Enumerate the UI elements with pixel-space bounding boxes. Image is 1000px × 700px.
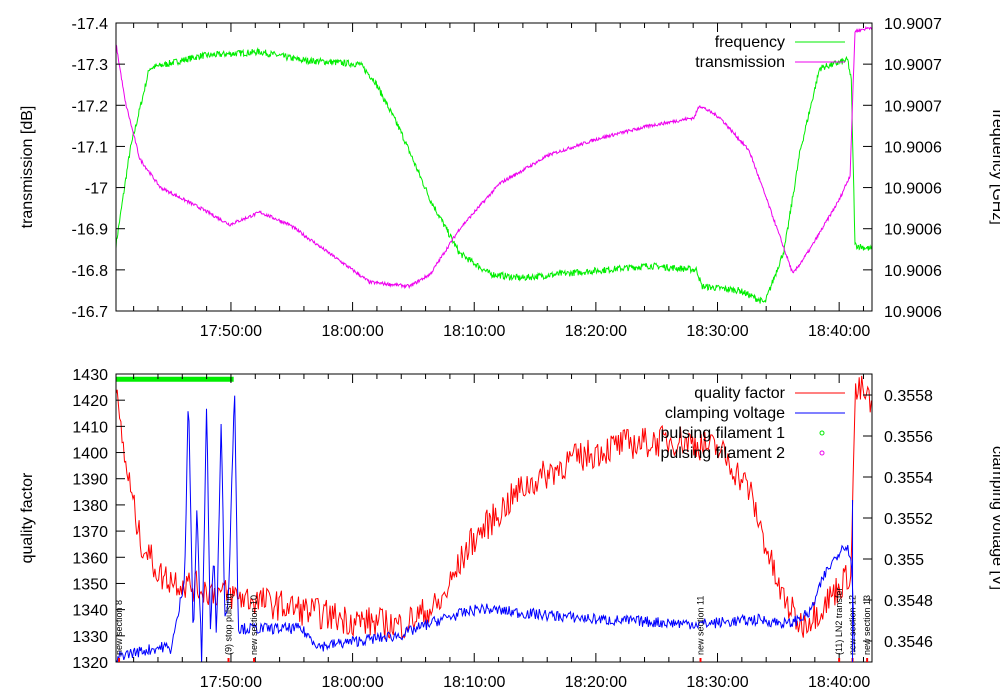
y2-tick-label: 0.3546 (884, 634, 933, 651)
y-tick-label: -17.4 (72, 16, 109, 33)
y-tick-label: -16.7 (72, 304, 109, 321)
event-label: new section 13 (862, 595, 872, 655)
legend-label: transmission (695, 54, 785, 71)
top-panel: 17:50:00 18:00:00 18:10:00 18:20:00 18:30:00… (19, 16, 1000, 340)
y-tick-label: 1410 (72, 419, 108, 436)
legend-label: frequency (715, 34, 785, 51)
y-tick-label: -16.8 (72, 263, 109, 280)
x-tick-label: 18:00:00 (321, 323, 383, 340)
x-tick-label: 18:30:00 (686, 674, 748, 691)
y2-tick-label: 10.9006 (884, 139, 942, 156)
y-tick-label: 1420 (72, 393, 108, 410)
event-label: new section 11 (695, 596, 705, 655)
y-tick-label: 1320 (72, 655, 108, 672)
y-tick-label: -17 (85, 181, 108, 198)
y-tick-label: 1330 (72, 629, 108, 646)
y2-tick-label: 10.9006 (884, 222, 942, 239)
y2-axis-label: frequency [GHz] (989, 109, 1000, 225)
x-tick-label: 18:40:00 (808, 674, 870, 691)
event-label: new section 8 (114, 600, 124, 655)
y2-tick-label: 10.9007 (884, 16, 942, 33)
x-tick-label: 18:10:00 (443, 674, 505, 691)
x-tick-label: 18:00:00 (321, 674, 383, 691)
event-label: (11) LN2 transfer (834, 588, 844, 655)
event-label: (9) stop pulsing (224, 593, 234, 655)
y2-tick-label: 0.3556 (884, 429, 933, 446)
y-axis-label: transmission [dB] (19, 106, 36, 229)
y-tick-label: 1400 (72, 446, 108, 463)
y2-axis-label: clamping voltage [V] (989, 446, 1000, 590)
y-tick-label: 1340 (72, 603, 108, 620)
y-tick-label: 1360 (72, 550, 108, 567)
x-tick-label: 18:20:00 (565, 323, 627, 340)
y-tick-label: -17.2 (72, 98, 109, 115)
y2-tick-label: 0.3548 (884, 593, 933, 610)
event-label: new section 10 (249, 595, 259, 655)
y-tick-label: 1370 (72, 524, 108, 541)
x-tick-label: 18:20:00 (565, 674, 627, 691)
y2-tick-label: 0.3552 (884, 511, 933, 528)
y-tick-label: 1350 (72, 576, 108, 593)
series-transmission (116, 25, 872, 290)
y2-tick-label: 10.9006 (884, 181, 942, 198)
x-tick-label: 17:50:00 (200, 674, 262, 691)
y2-tick-label: 10.9007 (884, 98, 942, 115)
y2-tick-label: 10.9006 (884, 263, 942, 280)
y2-tick-label: 0.3554 (884, 470, 933, 487)
series-frequency (116, 47, 872, 304)
y-tick-label: 1430 (72, 367, 108, 384)
legend-label: quality factor (694, 385, 785, 402)
x-tick-label: 18:30:00 (686, 323, 748, 340)
y-tick-label: -17.1 (72, 139, 109, 156)
plot-frame (115, 22, 873, 312)
legend-marker (819, 430, 825, 436)
y2-tick-label: 0.355 (884, 552, 924, 569)
legend-label: pulsing filament 1 (660, 425, 785, 442)
series-clamping-voltage (116, 395, 856, 662)
legend-label: clamping voltage (665, 405, 785, 422)
y2-tick-label: 10.9006 (884, 304, 942, 321)
series-quality-factor (116, 375, 872, 640)
x-tick-label: 18:40:00 (808, 323, 870, 340)
y-tick-label: -16.9 (72, 222, 109, 239)
bottom-panel: 17:50:00 18:00:00 18:10:00 18:20:00 18:30:00… (19, 367, 1000, 691)
y-tick-label: -17.3 (72, 57, 109, 74)
y-axis-label: quality factor (19, 472, 36, 563)
y2-tick-label: 0.3558 (884, 388, 933, 405)
y-tick-label: 1390 (72, 472, 108, 489)
y-tick-label: 1380 (72, 498, 108, 515)
legend-label: pulsing filament 2 (660, 445, 785, 462)
legend-marker (819, 450, 825, 456)
x-tick-label: 17:50:00 (200, 323, 262, 340)
y2-tick-label: 10.9007 (884, 57, 942, 74)
x-tick-label: 18:10:00 (443, 323, 505, 340)
